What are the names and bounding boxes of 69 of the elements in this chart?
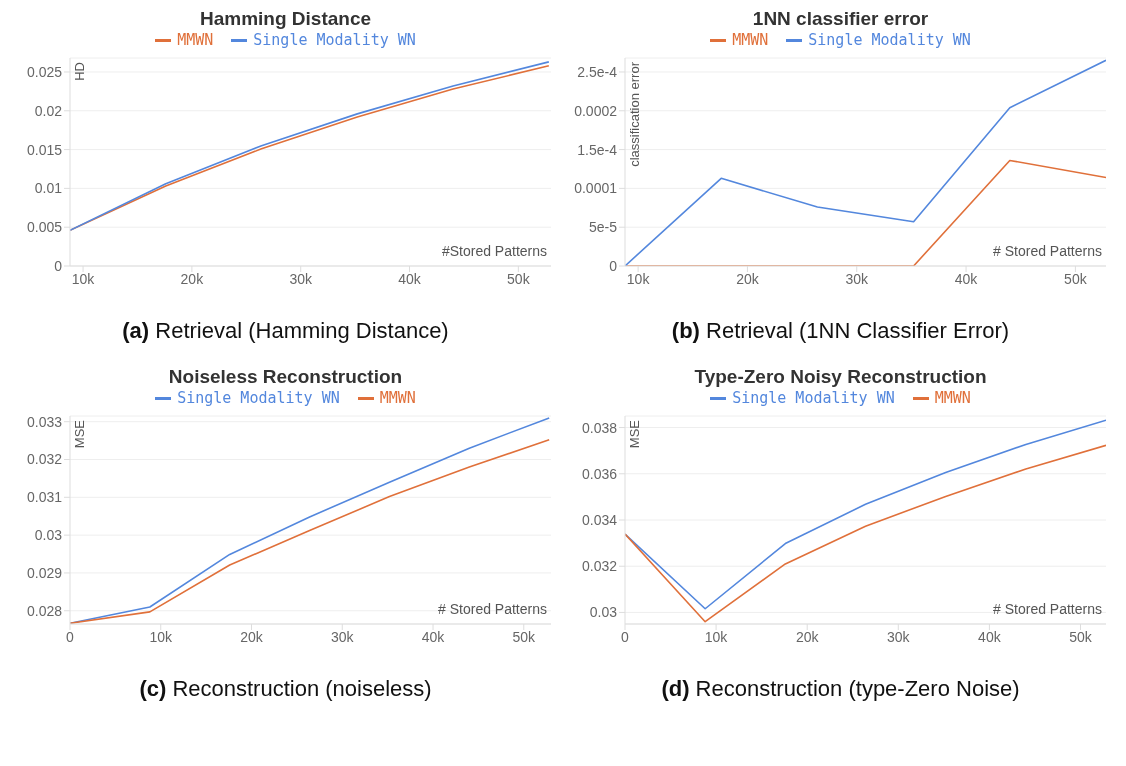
x-tick-label: 30k (289, 270, 313, 287)
x-tick-label: 20k (795, 628, 820, 645)
y-tick-label: 0.036 (581, 465, 618, 482)
legend-label: MMWN (933, 388, 971, 408)
y-tick-label: 0.03 (589, 604, 618, 621)
text: (d) Reconstruction (type-Zero Noise) (660, 676, 1021, 702)
legend-label: MMWN (176, 30, 214, 50)
x-tick-label: 20k (180, 270, 205, 287)
y-tick-label: 0.015 (26, 141, 63, 158)
x-tick-label: 40k (421, 628, 446, 645)
y-tick-label: 0.031 (26, 489, 63, 506)
x-tick-label: 50k (507, 270, 531, 287)
x-tick-label: 40k (978, 628, 1002, 645)
x-tick-label: 30k (887, 628, 911, 645)
text: (a) Retrieval (Hamming Distance) (121, 318, 450, 344)
y-tick-label: 0.01 (34, 180, 63, 197)
chart-title: Hamming Distance (198, 8, 372, 30)
y-tick-label: 1.5e-4 (577, 141, 618, 158)
legend-label: Single Modality WN (807, 30, 971, 50)
x-tick-label: 0 (66, 628, 75, 645)
y-tick-label: 0.03 (34, 527, 63, 544)
x-tick-label: 50k (1064, 270, 1088, 287)
legend-label: Single Modality WN (731, 388, 895, 408)
y-tick-label: 5e-5 (588, 219, 618, 236)
x-tick-label: 10k (149, 628, 174, 645)
x-tick-label: 40k (398, 270, 422, 287)
x-tick-label: 20k (736, 270, 760, 287)
chart-title: Type-Zero Noisy Reconstruction (693, 366, 988, 388)
text: (b) Retrieval (1NN Classifier Error) (670, 318, 1011, 344)
y-tick-label: 0.032 (26, 451, 63, 468)
y-tick-label: 0.033 (26, 413, 63, 430)
x-axis-title: #Stored Patterns (441, 243, 547, 259)
legend-label: Single Modality WN (252, 30, 416, 50)
y-tick-label: 0.032 (581, 558, 618, 575)
legend-label: Single Modality WN (176, 388, 340, 408)
x-tick-label: 30k (330, 628, 355, 645)
y-tick-label: 0.005 (26, 219, 63, 236)
y-tick-label: 0.0002 (574, 102, 618, 119)
x-tick-label: 50k (512, 628, 537, 645)
chart-title: 1NN classifier error (751, 8, 930, 30)
legend-label: MMWN (378, 388, 416, 408)
chart-title: Noiseless Reconstruction (167, 366, 404, 388)
y-tick-label: 2.5e-4 (577, 63, 618, 80)
y-tick-label: 0.028 (26, 602, 63, 619)
x-tick-label: 30k (845, 270, 870, 287)
x-tick-label: 0 (621, 628, 630, 645)
x-tick-label: 10k (626, 270, 651, 287)
y-axis-title: classification error (627, 61, 642, 167)
x-axis-title: # Stored Patterns (993, 601, 1102, 617)
x-tick-label: 10k (71, 270, 96, 287)
x-tick-label: 20k (240, 628, 264, 645)
legend-label: MMWN (731, 30, 769, 50)
y-tick-label: 0 (54, 257, 63, 274)
y-axis-title: HD (72, 62, 87, 81)
text: (c) Reconstruction (noiseless) (138, 676, 433, 702)
y-tick-label: 0.038 (581, 419, 618, 436)
y-tick-label: 0.025 (26, 63, 63, 80)
x-tick-label: 50k (1069, 628, 1093, 645)
y-tick-label: 0.034 (581, 511, 618, 528)
y-tick-label: 0.029 (26, 564, 63, 581)
x-axis-title: # Stored Patterns (438, 601, 547, 617)
x-axis-title: # Stored Patterns (993, 243, 1102, 259)
y-tick-label: 0.0001 (574, 180, 618, 197)
x-tick-label: 40k (954, 270, 979, 287)
x-tick-label: 10k (704, 628, 729, 645)
y-tick-label: 0 (609, 257, 618, 274)
y-tick-label: 0.02 (34, 102, 63, 119)
y-axis-title: MSE (627, 419, 642, 449)
y-axis-title: MSE (72, 419, 87, 449)
